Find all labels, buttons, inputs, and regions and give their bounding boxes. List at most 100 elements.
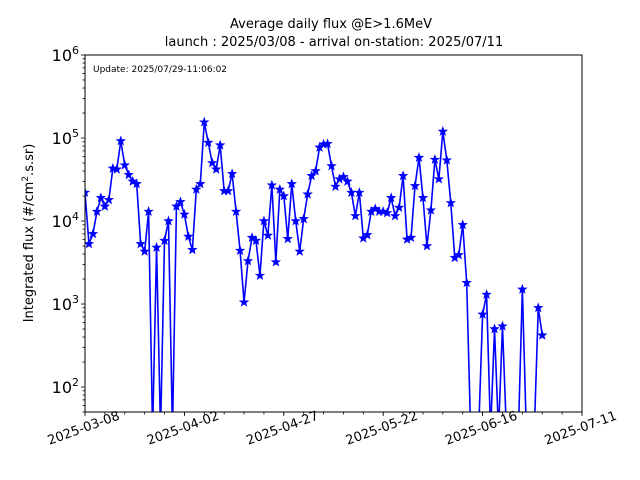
data-point-marker <box>274 183 286 194</box>
update-annotation: Update: 2025/07/29-11:06:02 <box>93 65 227 75</box>
data-point-marker <box>87 228 99 239</box>
data-point-marker <box>99 200 111 211</box>
data-point-marker <box>389 210 401 221</box>
data-point-marker <box>350 210 361 221</box>
series-segment <box>449 202 456 258</box>
series-segment <box>271 185 277 263</box>
y-axis-label-tail: .s.sr) <box>22 144 37 176</box>
y-tick-exponent: 2 <box>72 376 79 389</box>
data-point-marker <box>417 192 429 203</box>
series-segment <box>422 197 428 247</box>
x-tick-label: 2025-04-27 <box>245 409 321 449</box>
data-point-marker <box>461 277 472 288</box>
x-tick-label: 2025-04-02 <box>145 409 221 449</box>
data-point-marker <box>234 245 246 256</box>
data-point-marker <box>326 160 337 171</box>
data-point-marker <box>425 204 437 215</box>
data-point-marker <box>230 206 242 216</box>
series-segment <box>152 247 158 412</box>
chart-title-group: Average daily flux @E>1.6MeV launch : 20… <box>165 17 503 50</box>
y-tick-exponent: 6 <box>72 44 79 57</box>
x-axis: 2025-03-08 2025-04-02 2025-04-27 2025-05-22… <box>46 409 619 449</box>
data-point-marker <box>103 194 115 205</box>
data-point-marker <box>354 187 365 198</box>
series-segment <box>358 192 365 239</box>
data-point-marker <box>342 175 353 186</box>
y-tick-exponent: 5 <box>72 127 79 140</box>
data-point-marker <box>211 163 222 174</box>
x-tick-label: 2025-05-22 <box>344 409 420 449</box>
series-segment <box>135 183 142 244</box>
series-flux <box>85 116 548 412</box>
series-segment <box>85 192 90 244</box>
data-point-marker <box>445 197 456 208</box>
data-point-marker <box>537 329 548 340</box>
x-tick-label: 2025-03-08 <box>46 409 122 449</box>
data-point-marker <box>405 232 417 243</box>
data-point-marker <box>477 308 488 319</box>
series-segment <box>235 211 241 251</box>
series-segment <box>478 314 484 412</box>
chart-title: Average daily flux @E>1.6MeV <box>230 17 432 32</box>
data-point-marker <box>433 173 445 184</box>
data-point-marker <box>533 302 544 313</box>
series-segment <box>191 189 198 250</box>
series-segment <box>418 157 424 198</box>
data-point-marker <box>115 135 126 146</box>
series-segment <box>366 211 373 236</box>
data-point-marker <box>254 270 266 281</box>
series-segment <box>498 326 504 412</box>
series-segment <box>294 220 301 252</box>
series-segment <box>267 185 273 236</box>
series-layer <box>85 116 548 412</box>
series-segment <box>290 183 297 222</box>
y-tick-label: 105 <box>52 127 79 148</box>
data-point-marker <box>381 207 393 218</box>
data-point-marker <box>238 296 250 307</box>
y-tick-exponent: 3 <box>72 293 79 306</box>
data-point-marker <box>123 169 134 180</box>
data-point-marker <box>222 185 234 196</box>
y-tick-base: 10 <box>52 129 72 148</box>
data-point-marker <box>111 163 122 174</box>
data-point-marker <box>302 188 313 199</box>
data-point-marker <box>262 229 274 240</box>
data-point-marker <box>135 238 146 249</box>
data-point-marker <box>195 178 206 189</box>
data-point-marker <box>409 180 421 191</box>
data-point-marker <box>214 139 226 150</box>
data-point-marker <box>441 154 453 165</box>
data-point-marker <box>183 231 194 241</box>
data-point-marker <box>163 215 174 226</box>
series-segment <box>410 185 416 238</box>
data-point-marker <box>199 116 210 127</box>
y-tick-base: 10 <box>52 378 72 397</box>
series-segment <box>108 168 114 200</box>
data-point-marker <box>298 213 309 224</box>
data-point-marker <box>143 206 154 216</box>
series-segment <box>255 240 261 276</box>
data-point-marker <box>453 249 464 260</box>
y-tick-exponent: 4 <box>72 210 79 223</box>
data-point-marker <box>203 137 214 148</box>
series-segment <box>92 211 98 235</box>
data-point-marker <box>489 323 500 334</box>
series-segment <box>155 247 161 412</box>
data-point-marker <box>413 152 425 163</box>
chart-subtitle: launch : 2025/03/08 - arrival on-station… <box>165 35 503 50</box>
data-point-marker <box>306 170 317 181</box>
data-point-marker <box>385 192 397 203</box>
series-segment <box>414 157 420 186</box>
data-point-marker <box>191 183 202 194</box>
data-point-marker <box>179 208 190 219</box>
data-point-marker <box>226 168 238 179</box>
series-segment <box>442 131 448 161</box>
series-segment <box>457 224 464 256</box>
data-point-marker <box>457 219 468 230</box>
data-point-marker <box>85 187 91 198</box>
series-segment <box>286 183 293 239</box>
series-segment <box>247 237 253 262</box>
y-axis-label: Integrated flux (#/cm2.s.sr) <box>21 144 37 323</box>
series-segment <box>183 214 190 237</box>
